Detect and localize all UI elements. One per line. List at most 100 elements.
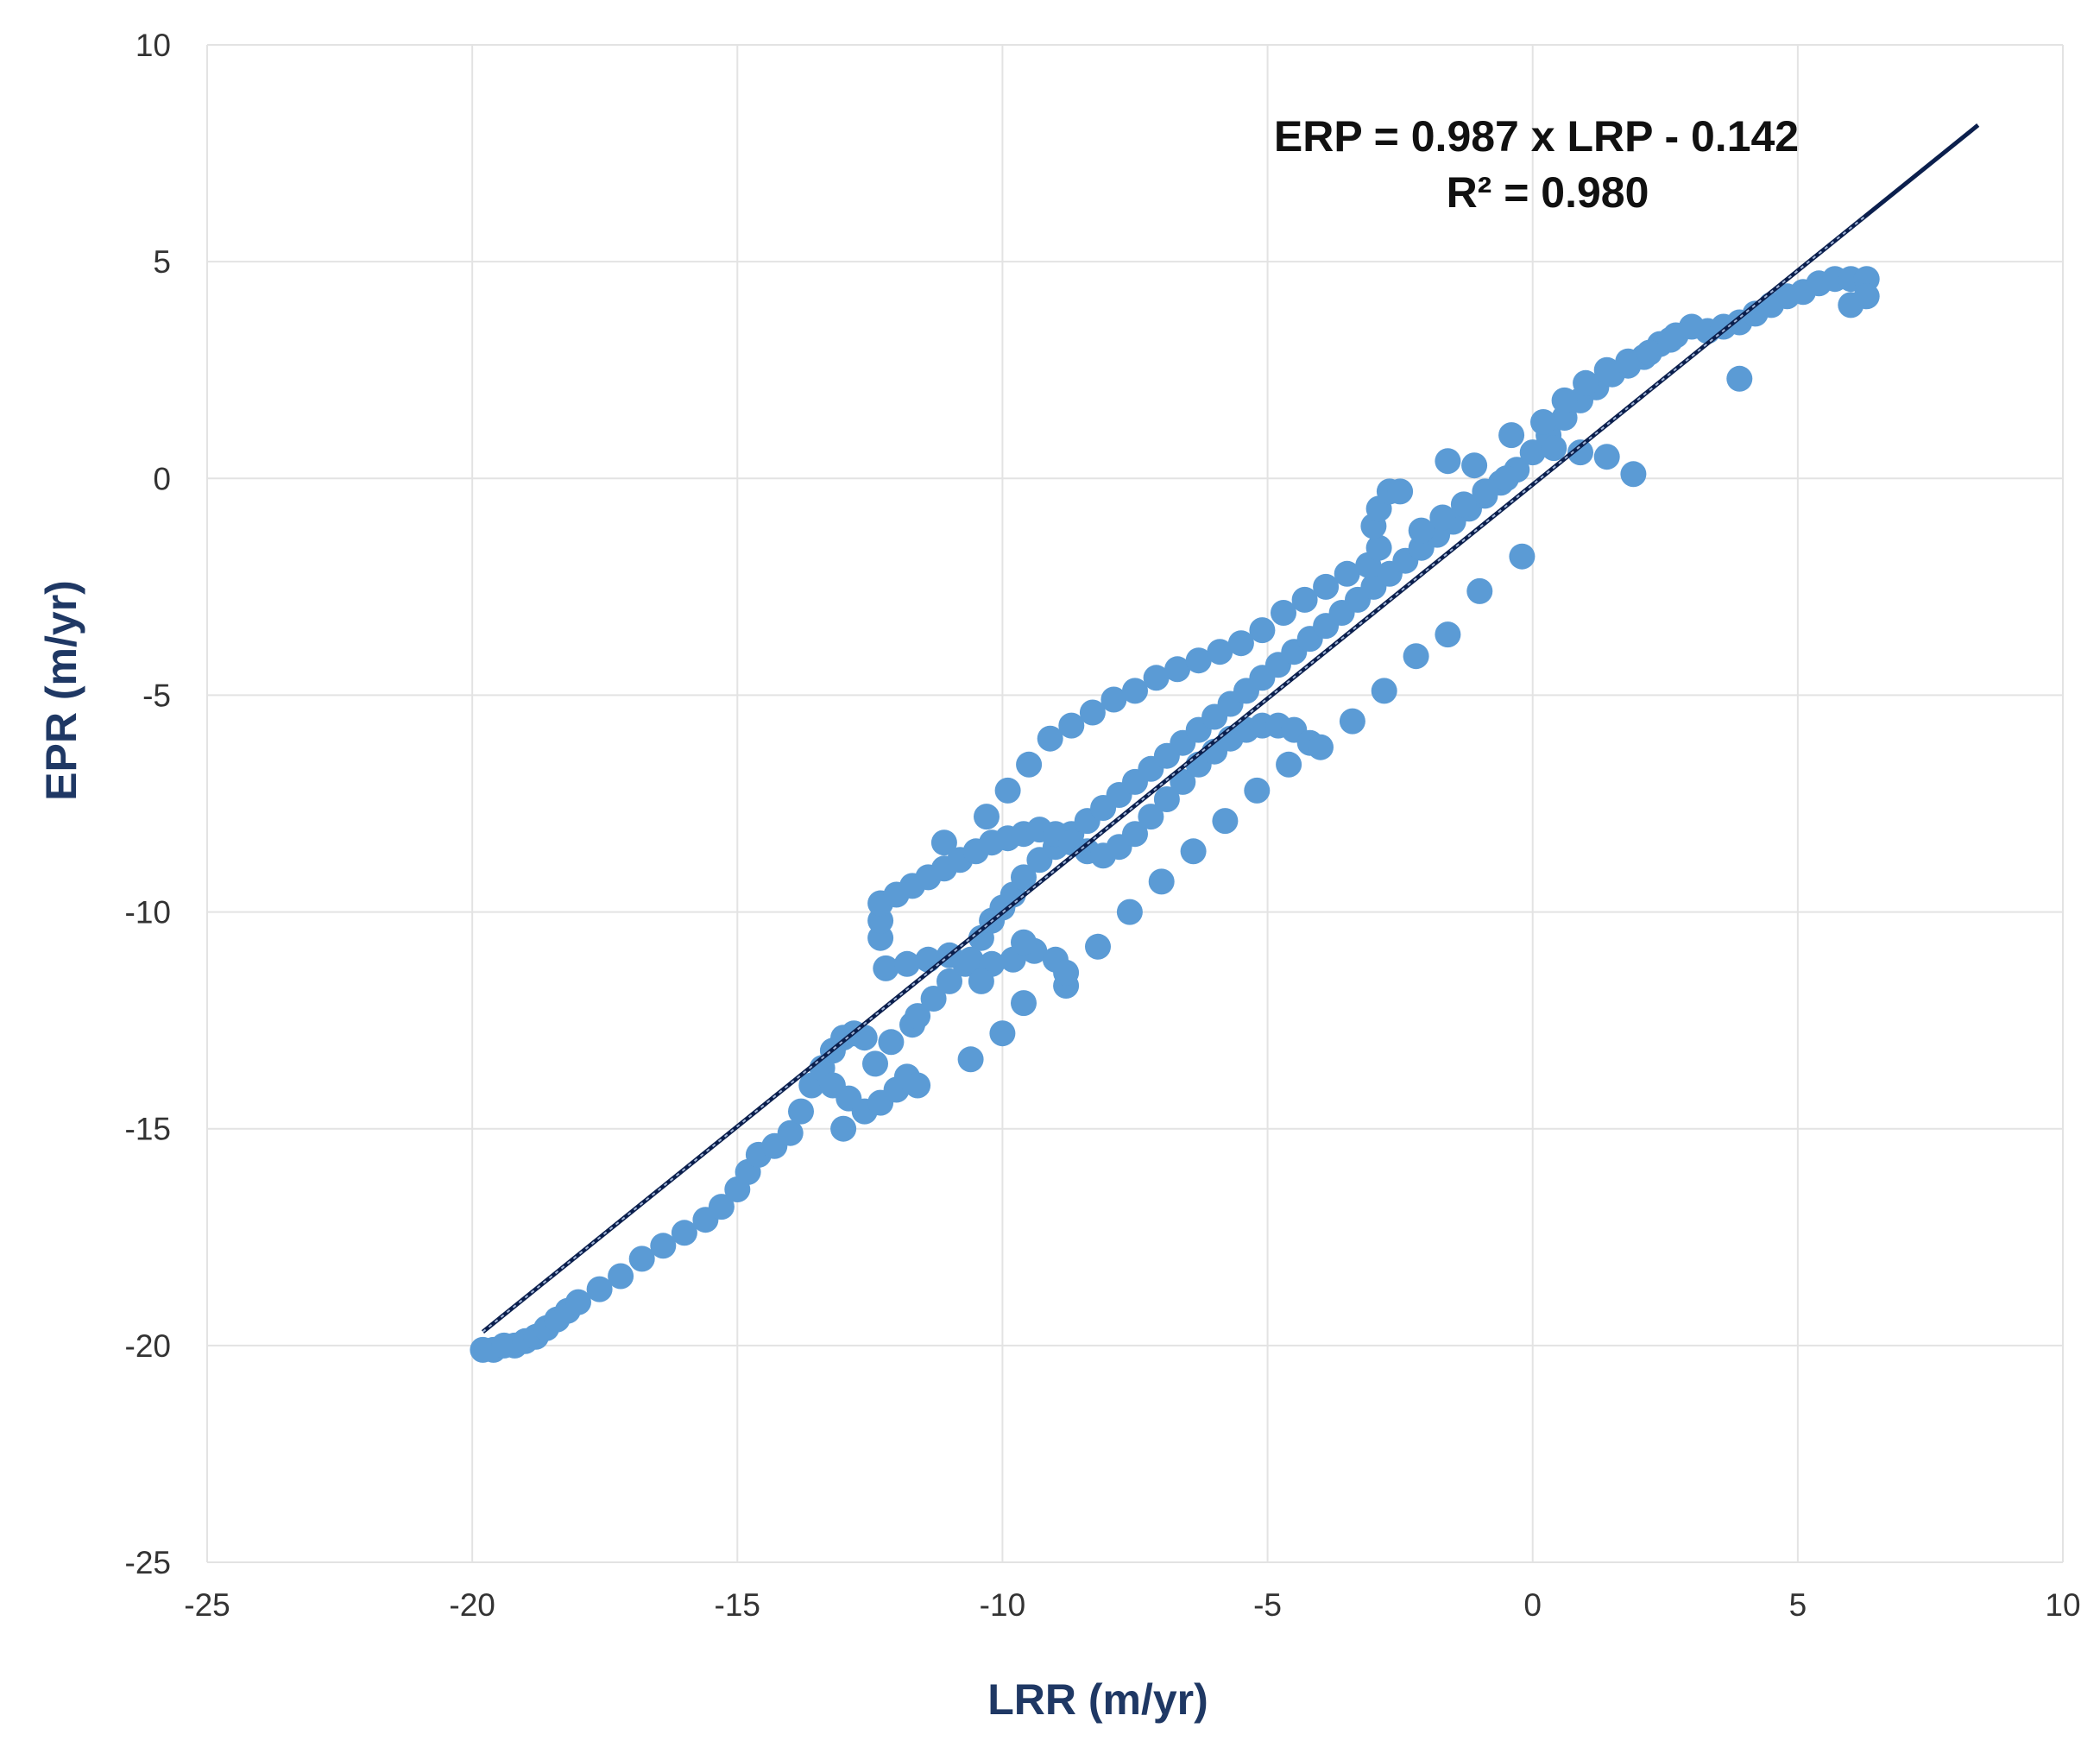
x-axis-tick-labels: -25 -20 -15 -10 -5 0 5 10 xyxy=(184,1587,2080,1623)
data-point xyxy=(1122,821,1148,848)
data-point xyxy=(1185,647,1212,674)
data-point xyxy=(1593,444,1620,470)
data-point xyxy=(1085,933,1111,960)
data-point xyxy=(1530,409,1556,435)
data-point xyxy=(671,1220,697,1246)
data-point xyxy=(1079,699,1106,726)
data-point xyxy=(1615,348,1642,375)
data-point xyxy=(994,777,1021,804)
data-point xyxy=(1408,517,1435,544)
x-tick-label: -20 xyxy=(449,1587,495,1623)
data-point xyxy=(608,1263,634,1290)
y-tick-label: 5 xyxy=(153,244,171,280)
y-tick-label: -25 xyxy=(125,1545,171,1580)
x-tick-label: 10 xyxy=(2045,1587,2080,1623)
data-point xyxy=(777,1119,804,1146)
data-point xyxy=(788,1098,814,1125)
data-point xyxy=(1148,868,1175,895)
data-point xyxy=(1058,712,1085,739)
trendline-dotted-overlay xyxy=(482,214,1868,1333)
data-point xyxy=(905,1003,931,1030)
data-point xyxy=(1037,725,1063,752)
data-point xyxy=(1429,504,1456,531)
data-point xyxy=(1100,686,1127,713)
data-point xyxy=(1387,478,1414,505)
data-point xyxy=(893,950,920,977)
y-axis-tick-labels: -25 -20 -15 -10 -5 0 5 10 xyxy=(125,28,171,1580)
y-axis-title: EPR (m/yr) xyxy=(37,580,85,801)
data-point xyxy=(1164,656,1191,683)
x-tick-label: -5 xyxy=(1253,1587,1282,1623)
data-point xyxy=(1011,864,1037,891)
data-point xyxy=(974,804,1000,830)
data-point xyxy=(989,1020,1016,1047)
data-point xyxy=(1493,465,1519,492)
data-point xyxy=(1472,478,1498,505)
data-point xyxy=(1180,838,1207,865)
data-point xyxy=(1498,422,1525,449)
data-point xyxy=(1053,959,1080,986)
data-point xyxy=(1339,708,1365,735)
data-point xyxy=(1450,491,1477,518)
data-point xyxy=(1227,630,1254,657)
x-tick-label: -25 xyxy=(184,1587,230,1623)
y-tick-label: -10 xyxy=(125,895,171,930)
data-point xyxy=(1138,804,1164,830)
data-point xyxy=(1308,734,1334,760)
data-point xyxy=(1207,639,1233,665)
data-point xyxy=(1122,678,1148,704)
data-point xyxy=(957,1046,984,1073)
data-point xyxy=(1011,990,1037,1017)
data-point xyxy=(1838,292,1864,318)
data-point xyxy=(873,955,899,981)
x-tick-label: 0 xyxy=(1523,1587,1542,1623)
x-tick-label: -10 xyxy=(980,1587,1025,1623)
x-tick-label: -15 xyxy=(715,1587,760,1623)
data-point xyxy=(1276,751,1302,778)
data-point xyxy=(1620,461,1647,488)
data-point xyxy=(1551,387,1578,413)
data-point xyxy=(586,1276,613,1302)
data-point xyxy=(1435,448,1461,475)
r-squared-label: R² = 0.980 xyxy=(1447,168,1649,217)
data-point xyxy=(930,829,957,856)
data-point xyxy=(1313,573,1340,600)
data-point xyxy=(1435,621,1461,648)
data-point xyxy=(905,1072,931,1099)
data-point xyxy=(708,1194,735,1220)
data-point xyxy=(1403,643,1429,670)
data-point xyxy=(920,986,947,1012)
data-point xyxy=(650,1233,677,1259)
grid-lines xyxy=(206,44,2064,1563)
trendline-equation: ERP = 0.987 x LRP - 0.142 xyxy=(1274,112,1799,161)
data-point xyxy=(957,946,984,973)
trendline-group xyxy=(481,123,1980,1334)
data-point xyxy=(1016,751,1043,778)
data-point xyxy=(862,1050,888,1077)
data-point xyxy=(1593,356,1620,383)
data-point xyxy=(1244,777,1271,804)
y-tick-label: 0 xyxy=(153,461,171,496)
data-point xyxy=(1212,808,1239,835)
data-point xyxy=(1011,929,1037,955)
data-point xyxy=(1541,435,1567,462)
data-point xyxy=(1365,534,1392,561)
data-point xyxy=(878,1029,905,1056)
data-point xyxy=(1371,678,1397,704)
data-point xyxy=(628,1246,655,1272)
data-point xyxy=(968,968,994,994)
data-point xyxy=(1143,665,1170,691)
data-point xyxy=(1636,339,1662,366)
data-point xyxy=(1726,365,1753,392)
data-point xyxy=(1509,543,1536,570)
y-tick-label: -15 xyxy=(125,1112,171,1147)
data-point xyxy=(1567,439,1593,466)
data-point xyxy=(1657,326,1684,353)
data-point xyxy=(1153,786,1180,812)
data-point xyxy=(1466,577,1493,604)
data-point xyxy=(830,1115,857,1142)
data-point xyxy=(1573,369,1599,396)
data-point xyxy=(1170,768,1196,795)
data-point xyxy=(565,1289,591,1315)
